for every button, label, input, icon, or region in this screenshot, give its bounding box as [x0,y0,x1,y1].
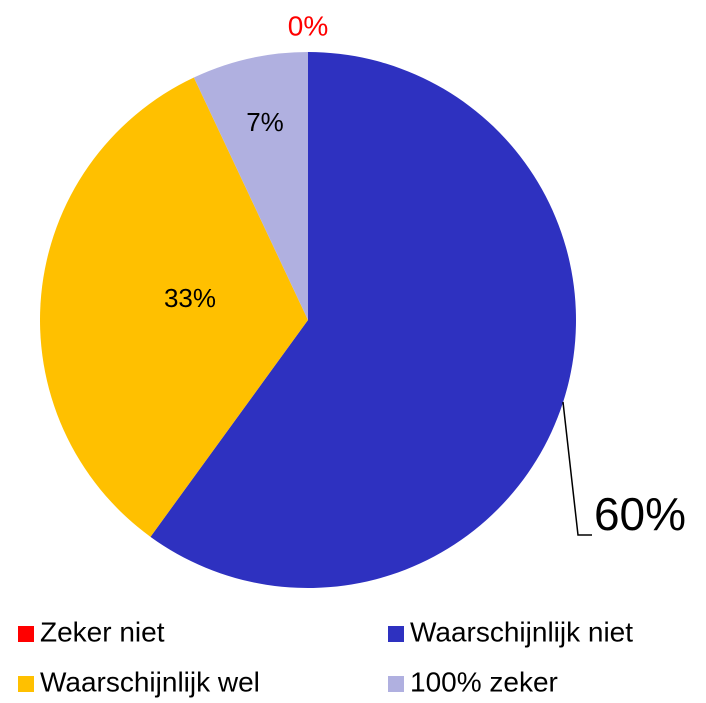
data-label: 0% [288,10,328,41]
legend-swatch [388,626,404,642]
legend-swatch [18,676,34,692]
pie-slice [40,77,308,537]
legend-label: Zeker niet [40,616,165,647]
data-label: 33% [164,283,216,313]
pie-slice [150,52,576,588]
legend-swatch [18,626,34,642]
data-label: 60% [594,488,686,540]
legend-label: Waarschijnlijk niet [410,616,633,647]
legend-label: Waarschijnlijk wel [40,666,260,697]
legend-label: 100% zeker [410,666,558,697]
legend-swatch [388,676,404,692]
pie-slice [193,52,308,320]
data-label: 7% [246,107,284,137]
leader-line [562,401,592,536]
